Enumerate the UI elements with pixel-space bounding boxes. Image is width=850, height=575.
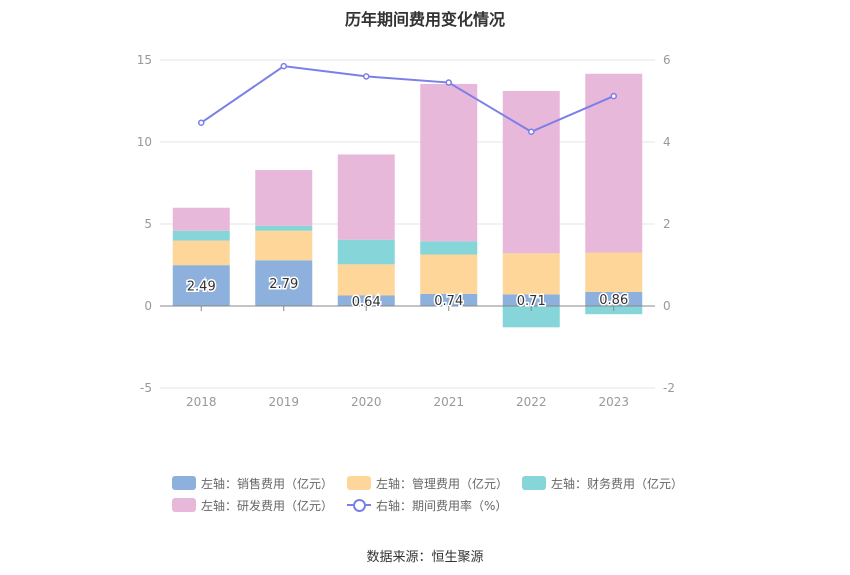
bar-segment — [255, 225, 313, 231]
expense-rate-point — [363, 73, 370, 80]
right-axis-tick-label: 4 — [663, 135, 671, 149]
expense-rate-point — [528, 128, 535, 135]
legend-item-expense-rate[interactable]: 右轴：期间费用率（%） — [347, 497, 507, 514]
left-axis-tick-label: 10 — [137, 135, 152, 149]
bar-segment — [420, 293, 478, 306]
legend-swatch-admin — [347, 476, 372, 490]
legend-item-finance[interactable]: 左轴：财务费用（亿元） — [522, 475, 683, 492]
expense-rate-line — [200, 65, 615, 133]
legend-label-finance: 左轴：财务费用（亿元） — [551, 476, 684, 491]
legend-item-sales[interactable]: 左轴：销售费用（亿元） — [172, 475, 333, 492]
legend-item-admin[interactable]: 左轴：管理费用（亿元） — [347, 475, 508, 492]
bar-segment — [255, 170, 313, 226]
bar-segment — [337, 154, 395, 240]
data-label: 2.79 — [269, 277, 298, 292]
legend-label-expense-rate: 右轴：期间费用率（%） — [376, 498, 508, 513]
data-label: 2.49 — [187, 280, 216, 295]
right-axis-tick-label: 2 — [663, 217, 671, 231]
legend-label-sales: 左轴：销售费用（亿元） — [201, 476, 334, 491]
expense-rate-point — [280, 62, 287, 70]
x-axis-tick-label: 2021 — [433, 395, 464, 409]
bar-segment — [255, 230, 313, 261]
bar-segment — [172, 230, 230, 241]
data-source: 数据来源：恒生聚源 — [366, 550, 484, 565]
right-axis-tick-label: 6 — [663, 53, 671, 67]
bar-segment — [172, 207, 230, 231]
bar-segment — [172, 240, 230, 266]
left-axis-tick-label: 15 — [137, 53, 152, 67]
bar-segment — [502, 294, 560, 306]
data-label: 0.64 — [352, 295, 381, 310]
bar-segment — [585, 73, 643, 253]
bar-segment — [502, 306, 560, 328]
expense-rate-point — [445, 79, 452, 86]
data-label: 0.71 — [517, 294, 546, 309]
legend-line-icon — [347, 498, 372, 512]
left-axis-tick-label: 0 — [144, 299, 152, 313]
legend-label-admin: 左轴：管理费用（亿元） — [376, 476, 509, 491]
bar-segment — [172, 265, 230, 306]
bar-segment — [337, 239, 395, 265]
bar-segment — [337, 295, 395, 306]
left-axis-tick-label: 5 — [144, 217, 152, 231]
bar-segment — [420, 83, 478, 242]
legend-swatch-rd — [172, 498, 196, 512]
right-axis-tick-label: 0 — [663, 299, 671, 313]
x-axis-tick-label: 2018 — [186, 395, 217, 409]
legend: 左轴：销售费用（亿元） 左轴：管理费用（亿元） 左轴：财务费用（亿元） 左轴：研… — [172, 472, 692, 516]
bar-segment — [502, 90, 560, 254]
bar-segment — [502, 253, 560, 295]
bar-segment — [255, 260, 313, 306]
data-label: 0.86 — [599, 293, 628, 308]
bar-segment — [585, 291, 643, 306]
left-axis-tick-label: -5 — [140, 381, 152, 395]
x-axis-tick-label: 2020 — [351, 395, 382, 409]
x-axis-tick-label: 2023 — [598, 395, 629, 409]
legend-item-rd[interactable]: 左轴：研发费用（亿元） — [172, 497, 333, 514]
legend-swatch-sales — [172, 476, 196, 490]
expense-rate-point — [198, 119, 205, 126]
legend-label-rd: 左轴：研发费用（亿元） — [201, 498, 334, 513]
bar-segment — [585, 252, 643, 292]
bar-segment — [420, 241, 478, 255]
legend-swatch-finance — [522, 476, 547, 490]
right-axis-tick-label: -2 — [663, 381, 675, 395]
bar-segment — [337, 264, 395, 296]
expense-rate-point — [610, 92, 617, 100]
bar-segment — [420, 254, 478, 294]
x-axis-tick-label: 2019 — [268, 395, 299, 409]
chart-title: 历年期间费用变化情况 — [344, 10, 505, 29]
data-label: 0.74 — [434, 294, 463, 309]
x-axis-tick-label: 2022 — [516, 395, 547, 409]
